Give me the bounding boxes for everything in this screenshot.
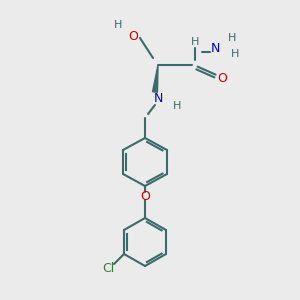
Polygon shape — [152, 65, 158, 92]
Text: N: N — [210, 41, 220, 55]
Text: O: O — [128, 29, 138, 43]
Text: H: H — [228, 33, 236, 43]
Text: O: O — [140, 190, 150, 202]
Text: N: N — [153, 92, 163, 104]
Text: O: O — [217, 73, 227, 85]
Text: H: H — [191, 37, 199, 47]
Text: H: H — [173, 101, 181, 111]
Text: H: H — [114, 20, 122, 30]
Text: H: H — [231, 49, 239, 59]
Text: Cl: Cl — [102, 262, 114, 275]
